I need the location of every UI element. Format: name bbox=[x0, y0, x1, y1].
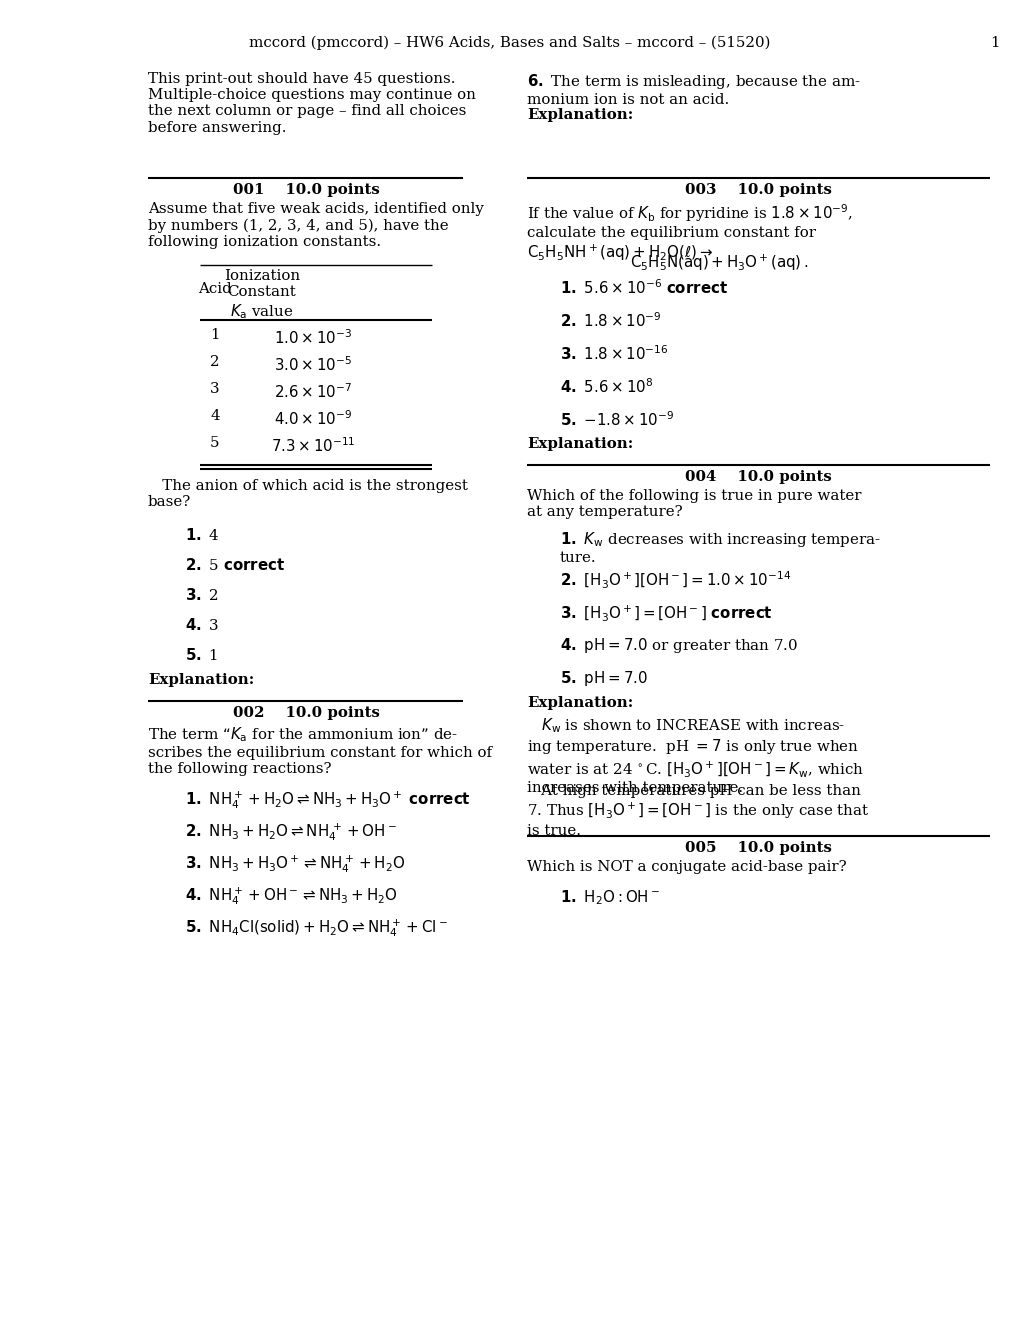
Text: $1.0 \times 10^{-3}$: $1.0 \times 10^{-3}$ bbox=[274, 327, 352, 347]
Text: $\mathbf{1.}$ $5.6 \times 10^{-6}$ $\mathbf{correct}$: $\mathbf{1.}$ $5.6 \times 10^{-6}$ $\mat… bbox=[559, 279, 728, 297]
Text: $\mathbf{2.}$ $1.8 \times 10^{-9}$: $\mathbf{2.}$ $1.8 \times 10^{-9}$ bbox=[559, 312, 661, 330]
Text: Assume that five weak acids, identified only
by numbers (1, 2, 3, 4, and 5), hav: Assume that five weak acids, identified … bbox=[148, 202, 483, 249]
Text: The term “$K_\mathrm{a}$ for the ammonium ion” de-
scribes the equilibrium const: The term “$K_\mathrm{a}$ for the ammoniu… bbox=[148, 725, 491, 776]
Text: The anion of which acid is the strongest
base?: The anion of which acid is the strongest… bbox=[148, 479, 468, 510]
Text: mccord (pmccord) – HW6 Acids, Bases and Salts – mccord – (51520): mccord (pmccord) – HW6 Acids, Bases and … bbox=[249, 36, 770, 50]
Text: $2.6 \times 10^{-7}$: $2.6 \times 10^{-7}$ bbox=[274, 381, 352, 401]
Text: $\mathbf{4.}$ $\mathrm{pH} = 7.0$ or greater than 7.0: $\mathbf{4.}$ $\mathrm{pH} = 7.0$ or gre… bbox=[559, 636, 797, 655]
Text: 1: 1 bbox=[989, 36, 999, 50]
Text: $3.0 \times 10^{-5}$: $3.0 \times 10^{-5}$ bbox=[274, 355, 352, 374]
Text: 2: 2 bbox=[210, 355, 220, 370]
Text: $\mathbf{4.}$ $\mathrm{NH_4^+ + OH^- \rightleftharpoons NH_3 + H_2O}$: $\mathbf{4.}$ $\mathrm{NH_4^+ + OH^- \ri… bbox=[184, 884, 397, 907]
Text: 001    10.0 points: 001 10.0 points bbox=[232, 183, 379, 197]
Text: Which of the following is true in pure water
at any temperature?: Which of the following is true in pure w… bbox=[527, 488, 861, 519]
Text: $\mathbf{5.}$ $\mathrm{pH} = 7.0$: $\mathbf{5.}$ $\mathrm{pH} = 7.0$ bbox=[559, 669, 647, 688]
Text: 3: 3 bbox=[210, 381, 220, 396]
Text: $\mathbf{3.}$ $\mathrm{NH_3 + H_3O^+ \rightleftharpoons NH_4^+ + H_2O}$: $\mathbf{3.}$ $\mathrm{NH_3 + H_3O^+ \ri… bbox=[184, 853, 405, 875]
Text: 4: 4 bbox=[210, 409, 220, 422]
Text: $\mathbf{6.}$ The term is misleading, because the am-
monium ion is not an acid.: $\mathbf{6.}$ The term is misleading, be… bbox=[527, 73, 860, 107]
Text: $\mathbf{3.}$ 2: $\mathbf{3.}$ 2 bbox=[184, 587, 219, 603]
Text: $7.3 \times 10^{-11}$: $7.3 \times 10^{-11}$ bbox=[270, 436, 355, 454]
Text: $\mathbf{1.}$ 4: $\mathbf{1.}$ 4 bbox=[184, 527, 219, 543]
Text: This print-out should have 45 questions.
Multiple-choice questions may continue : This print-out should have 45 questions.… bbox=[148, 73, 476, 135]
Text: Ionization
Constant
$K_\mathrm{a}$ value: Ionization Constant $K_\mathrm{a}$ value bbox=[224, 269, 300, 321]
Text: 004    10.0 points: 004 10.0 points bbox=[684, 470, 830, 484]
Text: $\mathbf{1.}$ $K_\mathrm{w}$ decreases with increasing tempera-
ture.: $\mathbf{1.}$ $K_\mathrm{w}$ decreases w… bbox=[559, 531, 880, 565]
Text: $\mathbf{1.}$ $\mathrm{NH_4^+ + H_2O \rightleftharpoons NH_3 + H_3O^+}$ $\mathbf: $\mathbf{1.}$ $\mathrm{NH_4^+ + H_2O \ri… bbox=[184, 789, 471, 810]
Text: $K_\mathrm{w}$ is shown to INCREASE with increas-
ing temperature.  pH $= 7$ is : $K_\mathrm{w}$ is shown to INCREASE with… bbox=[527, 715, 863, 796]
Text: Explanation:: Explanation: bbox=[527, 437, 633, 451]
Text: 005    10.0 points: 005 10.0 points bbox=[684, 841, 830, 855]
Text: $\mathbf{3.}$ $1.8 \times 10^{-16}$: $\mathbf{3.}$ $1.8 \times 10^{-16}$ bbox=[559, 345, 667, 363]
Text: Explanation:: Explanation: bbox=[148, 673, 254, 686]
Text: $\mathbf{1.}$ $\mathrm{H_2O : OH^-}$: $\mathbf{1.}$ $\mathrm{H_2O : OH^-}$ bbox=[559, 888, 659, 907]
Text: Explanation:: Explanation: bbox=[527, 108, 633, 121]
Text: If the value of $K_\mathrm{b}$ for pyridine is $1.8 \times 10^{-9}$,
calculate t: If the value of $K_\mathrm{b}$ for pyrid… bbox=[527, 202, 852, 263]
Text: 003    10.0 points: 003 10.0 points bbox=[684, 183, 830, 197]
Text: Acid: Acid bbox=[198, 282, 231, 296]
Text: $\mathbf{2.}$ 5 $\mathbf{correct}$: $\mathbf{2.}$ 5 $\mathbf{correct}$ bbox=[184, 557, 284, 573]
Text: 002    10.0 points: 002 10.0 points bbox=[232, 706, 379, 719]
Text: $\mathbf{5.}$ 1: $\mathbf{5.}$ 1 bbox=[184, 647, 218, 663]
Text: $\mathbf{5.}$ $-1.8 \times 10^{-9}$: $\mathbf{5.}$ $-1.8 \times 10^{-9}$ bbox=[559, 411, 674, 429]
Text: $\mathbf{2.}$ $[\mathrm{H_3O^+}][\mathrm{OH^-}] = 1.0 \times 10^{-14}$: $\mathbf{2.}$ $[\mathrm{H_3O^+}][\mathrm… bbox=[559, 570, 791, 591]
Text: $\mathrm{C_5H_5N(aq) + H_3O^+(aq)\,.}$: $\mathrm{C_5H_5N(aq) + H_3O^+(aq)\,.}$ bbox=[630, 253, 807, 273]
Text: $4.0 \times 10^{-9}$: $4.0 \times 10^{-9}$ bbox=[274, 409, 352, 428]
Text: 5: 5 bbox=[210, 436, 219, 450]
Text: $\mathbf{2.}$ $\mathrm{NH_3 + H_2O \rightleftharpoons NH_4^{\,+} + OH^-}$: $\mathbf{2.}$ $\mathrm{NH_3 + H_2O \righ… bbox=[184, 821, 396, 842]
Text: $\mathbf{5.}$ $\mathrm{NH_4Cl(solid) + H_2O \rightleftharpoons NH_4^+ + Cl^-}$: $\mathbf{5.}$ $\mathrm{NH_4Cl(solid) + H… bbox=[184, 917, 447, 939]
Text: 1: 1 bbox=[210, 327, 219, 342]
Text: $\mathbf{4.}$ $5.6 \times 10^{8}$: $\mathbf{4.}$ $5.6 \times 10^{8}$ bbox=[559, 378, 653, 396]
Text: Explanation:: Explanation: bbox=[527, 696, 633, 710]
Text: $\mathbf{4.}$ 3: $\mathbf{4.}$ 3 bbox=[184, 616, 219, 634]
Text: $\mathbf{3.}$ $[\mathrm{H_3O^+}] = [\mathrm{OH^-}]$ $\mathbf{correct}$: $\mathbf{3.}$ $[\mathrm{H_3O^+}] = [\mat… bbox=[559, 603, 772, 623]
Text: At high temperatures pH can be less than
7. Thus $[\mathrm{H_3O^+}] = [\mathrm{O: At high temperatures pH can be less than… bbox=[527, 784, 868, 838]
Text: Which is NOT a conjugate acid-base pair?: Which is NOT a conjugate acid-base pair? bbox=[527, 861, 846, 874]
